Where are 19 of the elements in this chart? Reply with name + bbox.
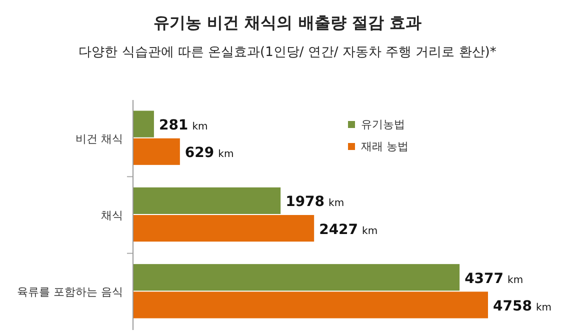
bar	[133, 138, 180, 165]
bar	[133, 264, 460, 291]
y-tick-label: 비건 채식	[76, 132, 123, 146]
chart-subtitle: 다양한 식습관에 따른 온실효과(1인당/ 연간/ 자동차 주행 거리로 환산)*	[78, 45, 497, 60]
data-label: 1978 km	[286, 194, 344, 210]
data-label: 2427 km	[319, 222, 378, 238]
y-tick-label: 채식	[101, 209, 123, 222]
chart-title: 유기농 비건 채식의 배출량 절감 효과	[154, 13, 422, 32]
bar	[133, 187, 281, 214]
bar	[133, 292, 488, 318]
data-label: 281 km	[158, 118, 208, 134]
y-tick-label: 육류를 포함하는 음식	[17, 286, 123, 299]
bar	[133, 215, 314, 242]
data-label: 4377 km	[464, 270, 524, 287]
legend-label: 재래 농법	[361, 140, 408, 153]
bar	[133, 110, 154, 138]
legend-label: 유기농법	[361, 118, 405, 131]
data-label: 4758 km	[493, 298, 552, 314]
data-label: 629 km	[184, 145, 234, 162]
